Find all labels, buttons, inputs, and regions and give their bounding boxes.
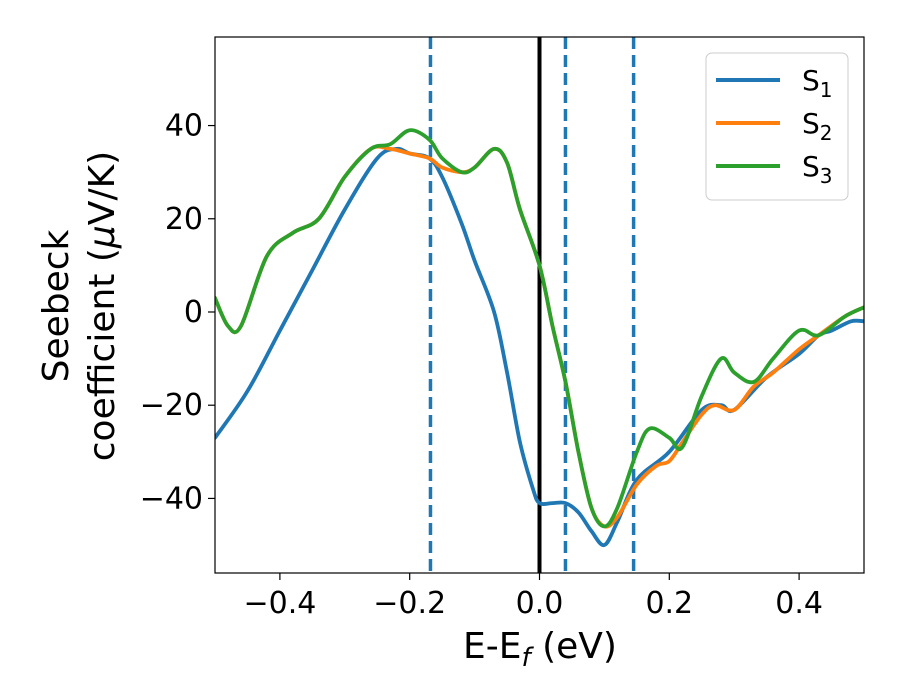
series-line-3 <box>215 128 864 529</box>
x-axis-label: E-Ef (eV) <box>463 626 617 673</box>
y-axis-label: Seebeck coefficient (μV/K) <box>36 151 123 461</box>
y-axis-label-line2: coefficient (μV/K) <box>82 151 123 461</box>
x-tick-label: 0.2 <box>645 586 693 621</box>
legend-label-1: S1 <box>802 64 833 102</box>
x-tick-label: −0.4 <box>243 586 316 621</box>
y-axis-ticks: −40 −20 0 20 40 <box>140 109 215 516</box>
reference-lines <box>428 37 636 573</box>
series-lines <box>215 128 864 547</box>
x-tick-label: 0.0 <box>516 586 564 621</box>
y-tick-label: 20 <box>165 202 203 237</box>
legend: S1 S2 S3 <box>705 52 849 201</box>
y-axis-label-mu: μ <box>82 225 123 249</box>
x-axis-label-main: E-E <box>463 626 521 667</box>
x-tick-label: −0.2 <box>373 586 446 621</box>
x-axis-ticks: −0.4 −0.2 0.0 0.2 0.4 <box>243 573 823 621</box>
legend-label-2: S2 <box>802 107 833 145</box>
y-tick-label: −40 <box>140 481 203 516</box>
y-axis-label-text: coefficient ( <box>82 248 123 461</box>
legend-label-3: S3 <box>802 150 833 188</box>
y-tick-label: 40 <box>165 109 203 144</box>
y-tick-label: 0 <box>184 295 203 330</box>
legend-box <box>705 52 849 201</box>
x-axis-label-unit: (eV) <box>531 626 617 667</box>
y-tick-label: −20 <box>140 388 203 423</box>
y-axis-label-unit: V/K) <box>82 151 123 225</box>
y-axis-label-line1: Seebeck <box>36 229 77 382</box>
x-tick-label: 0.4 <box>775 586 823 621</box>
